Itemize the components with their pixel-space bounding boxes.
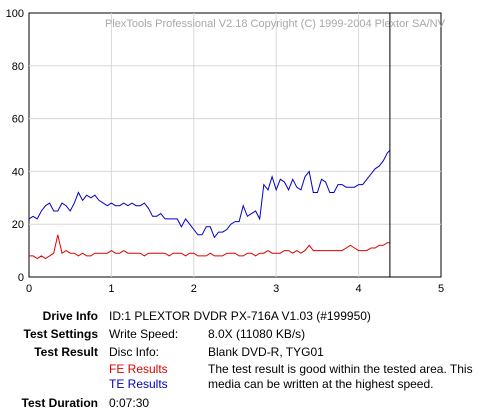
series-lines [28, 149, 391, 260]
plot-area [28, 12, 442, 278]
x-tick-label: 4 [356, 283, 362, 295]
y-tick-label: 40 [12, 166, 24, 178]
fe-results-legend: FE Results [109, 362, 168, 376]
te-results-legend: TE Results [109, 377, 168, 391]
fe-series-line [29, 234, 390, 260]
x-tick-label: 1 [108, 283, 114, 295]
x-tick-label: 5 [438, 283, 444, 295]
result-text: The test result is good within the teste… [208, 362, 473, 391]
y-tick-label: 80 [12, 61, 24, 73]
y-axis-ticks: 0 20 40 60 80 100 [6, 8, 24, 284]
drive-info-label: Drive Info [42, 309, 98, 323]
drive-info-value: ID:1 PLEXTOR DVDR PX-716A V1.03 (#199950… [109, 309, 371, 323]
x-tick-label: 0 [26, 283, 32, 295]
disc-info-value: Blank DVD-R, TYG01 [208, 345, 324, 359]
te-series-line [28, 149, 391, 239]
test-duration-label: Test Duration [21, 396, 98, 410]
y-tick-label: 20 [12, 219, 24, 231]
y-tick-label: 60 [12, 114, 24, 126]
y-tick-label: 100 [6, 8, 24, 20]
write-speed-value: 8.0X (11080 KB/s) [208, 327, 306, 341]
x-tick-label: 2 [191, 283, 197, 295]
chart: PlexTools Professional V2.18 Copyright (… [6, 8, 446, 295]
x-tick-label: 3 [273, 283, 279, 295]
watermark: PlexTools Professional V2.18 Copyright (… [105, 18, 446, 30]
test-duration-value: 0:07:30 [109, 396, 150, 410]
test-settings-label: Test Settings [23, 327, 98, 341]
disc-info-label: Disc Info: [109, 345, 160, 359]
gridlines [29, 13, 441, 277]
test-result-label: Test Result [34, 345, 98, 359]
x-axis-ticks: 0 1 2 3 4 5 [26, 283, 444, 295]
write-speed-label: Write Speed: [109, 327, 179, 341]
y-tick-label: 0 [18, 272, 24, 284]
